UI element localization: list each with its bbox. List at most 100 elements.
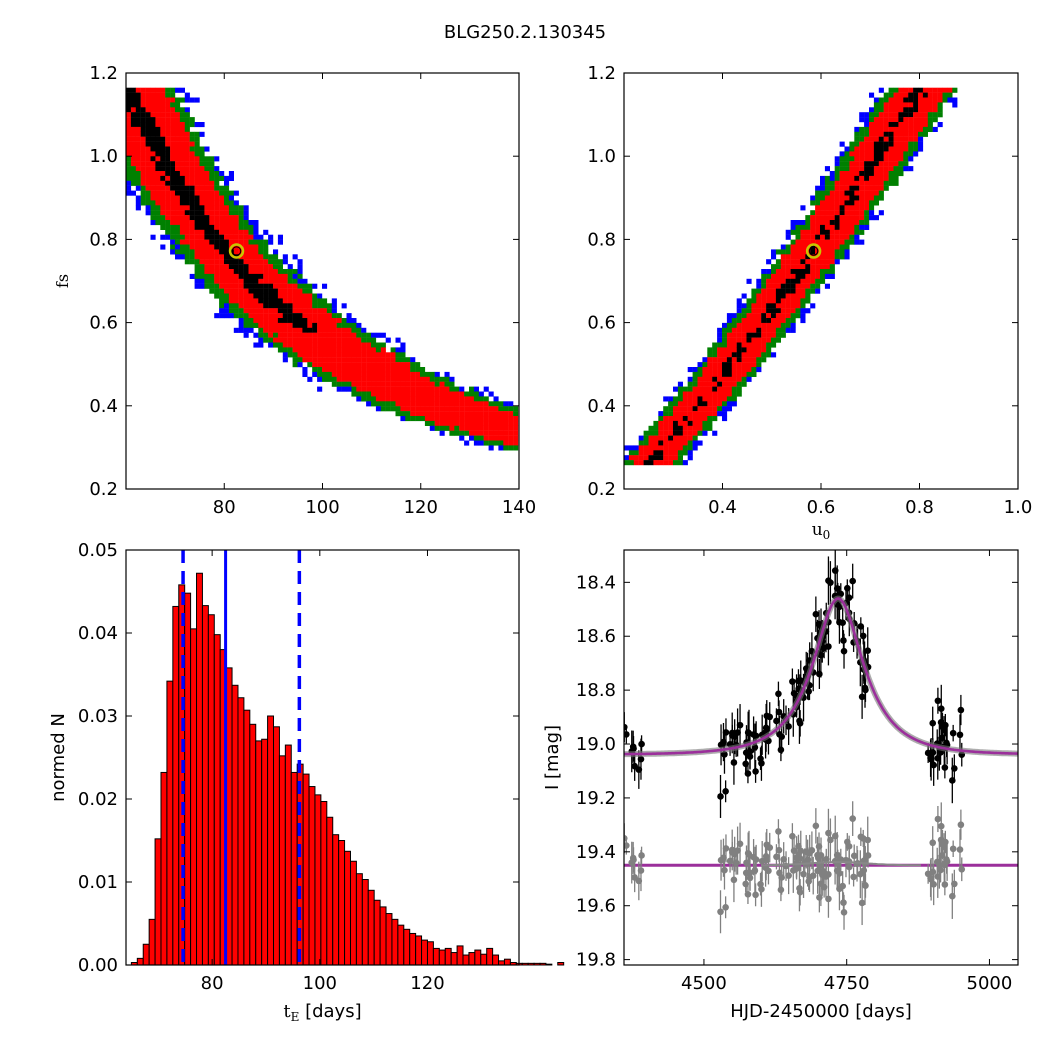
heatmap-cell bbox=[277, 239, 283, 245]
data-point bbox=[717, 793, 724, 800]
heatmap-cell bbox=[385, 357, 391, 363]
heatmap-cell bbox=[184, 112, 190, 118]
heatmap-cell bbox=[643, 460, 649, 466]
heatmap-cell bbox=[844, 234, 850, 240]
hist-bar bbox=[136, 957, 144, 966]
heatmap-cell bbox=[253, 234, 259, 240]
heatmap-cell bbox=[829, 171, 835, 177]
heatmap-cell bbox=[785, 234, 791, 240]
residual-point bbox=[949, 845, 957, 853]
heatmap-cell bbox=[371, 337, 377, 343]
heatmap-cell bbox=[677, 381, 683, 387]
heatmap-cell bbox=[746, 342, 752, 348]
heatmap-cell bbox=[233, 264, 239, 270]
heatmap-cell bbox=[307, 288, 313, 294]
heatmap-cell bbox=[126, 180, 132, 186]
heatmap-cell bbox=[371, 342, 377, 348]
heatmap-cell bbox=[815, 264, 821, 270]
heatmap-cell bbox=[277, 298, 283, 304]
heatmap-cell bbox=[341, 376, 347, 382]
heatmap-cell bbox=[702, 406, 708, 412]
heatmap-cell bbox=[356, 337, 362, 343]
heatmap-cell bbox=[307, 376, 313, 382]
heatmap-cell bbox=[317, 322, 323, 328]
heatmap-cell bbox=[687, 406, 693, 412]
heatmap-cell bbox=[209, 288, 215, 294]
heatmap-cell bbox=[302, 367, 308, 373]
heatmap-cell bbox=[175, 107, 181, 113]
heatmap-cell bbox=[726, 318, 732, 324]
heatmap-cell bbox=[302, 303, 308, 309]
heatmap-cell bbox=[697, 420, 703, 426]
heatmap-cell bbox=[233, 269, 239, 275]
heatmap-cell bbox=[351, 332, 357, 338]
heatmap-cell bbox=[707, 406, 713, 412]
heatmap-cell bbox=[488, 440, 494, 446]
heatmap-cell bbox=[429, 386, 435, 392]
heatmap-cell bbox=[922, 122, 928, 128]
heatmap-cell bbox=[658, 416, 664, 422]
heatmap-cell bbox=[697, 371, 703, 377]
heatmap-cell bbox=[165, 112, 171, 118]
heatmap-cell bbox=[903, 166, 909, 172]
heatmap-cell bbox=[771, 352, 777, 358]
heatmap-cell bbox=[820, 215, 826, 221]
heatmap-cell bbox=[273, 332, 279, 338]
heatmap-cell bbox=[810, 200, 816, 206]
heatmap-cell bbox=[346, 367, 352, 373]
heatmap-cell bbox=[913, 97, 919, 103]
heatmap-cell bbox=[204, 171, 210, 177]
heatmap-cell bbox=[224, 298, 230, 304]
heatmap-cell bbox=[854, 215, 860, 221]
heatmap-cell bbox=[140, 107, 146, 113]
heatmap-cell bbox=[859, 146, 865, 152]
axes-frame-3 bbox=[623, 549, 1019, 966]
heatmap-cell bbox=[424, 406, 430, 412]
heatmap-cell bbox=[893, 131, 899, 137]
heatmap-cell bbox=[775, 337, 781, 343]
heatmap-cell bbox=[135, 126, 141, 132]
y-tick-label-1-3: 0.8 bbox=[587, 229, 616, 250]
heatmap-cell bbox=[322, 322, 328, 328]
heatmap-cell bbox=[702, 381, 708, 387]
heatmap-cell bbox=[356, 332, 362, 338]
heatmap-cell bbox=[677, 425, 683, 431]
heatmap-cell bbox=[503, 416, 509, 422]
heatmap-cell bbox=[820, 205, 826, 211]
heatmap-cell bbox=[415, 411, 421, 417]
heatmap-cell bbox=[322, 337, 328, 343]
heatmap-cell bbox=[454, 416, 460, 422]
heatmap-cell bbox=[194, 210, 200, 216]
heatmap-cell bbox=[449, 396, 455, 402]
heatmap-cell bbox=[322, 318, 328, 324]
heatmap-cell bbox=[263, 313, 269, 319]
heatmap-cell bbox=[429, 420, 435, 426]
heatmap-cell bbox=[248, 259, 254, 265]
heatmap-cell bbox=[893, 175, 899, 181]
heatmap-cell bbox=[219, 175, 225, 181]
heatmap-cell bbox=[287, 318, 293, 324]
data-point bbox=[785, 723, 792, 730]
heatmap-cell bbox=[702, 386, 708, 392]
heatmap-cell bbox=[790, 308, 796, 314]
heatmap-cell bbox=[238, 210, 244, 216]
heatmap-cell bbox=[165, 175, 171, 181]
heatmap-cell bbox=[228, 220, 234, 226]
heatmap-cell bbox=[878, 122, 884, 128]
heatmap-cell bbox=[312, 327, 318, 333]
heatmap-cell bbox=[775, 283, 781, 289]
heatmap-cell bbox=[712, 401, 718, 407]
heatmap-cell bbox=[756, 367, 762, 373]
heatmap-cell bbox=[214, 288, 220, 294]
heatmap-cell bbox=[820, 180, 826, 186]
hist-bar bbox=[255, 740, 263, 966]
heatmap-cell bbox=[346, 376, 352, 382]
heatmap-cell bbox=[702, 362, 708, 368]
heatmap-cell bbox=[302, 278, 308, 284]
residual-point bbox=[840, 909, 848, 916]
heatmap-cell bbox=[415, 362, 421, 368]
heatmap-cell bbox=[405, 416, 411, 422]
heatmap-cell bbox=[155, 171, 161, 177]
heatmap-cell bbox=[663, 420, 669, 426]
heatmap-cell bbox=[160, 234, 166, 240]
